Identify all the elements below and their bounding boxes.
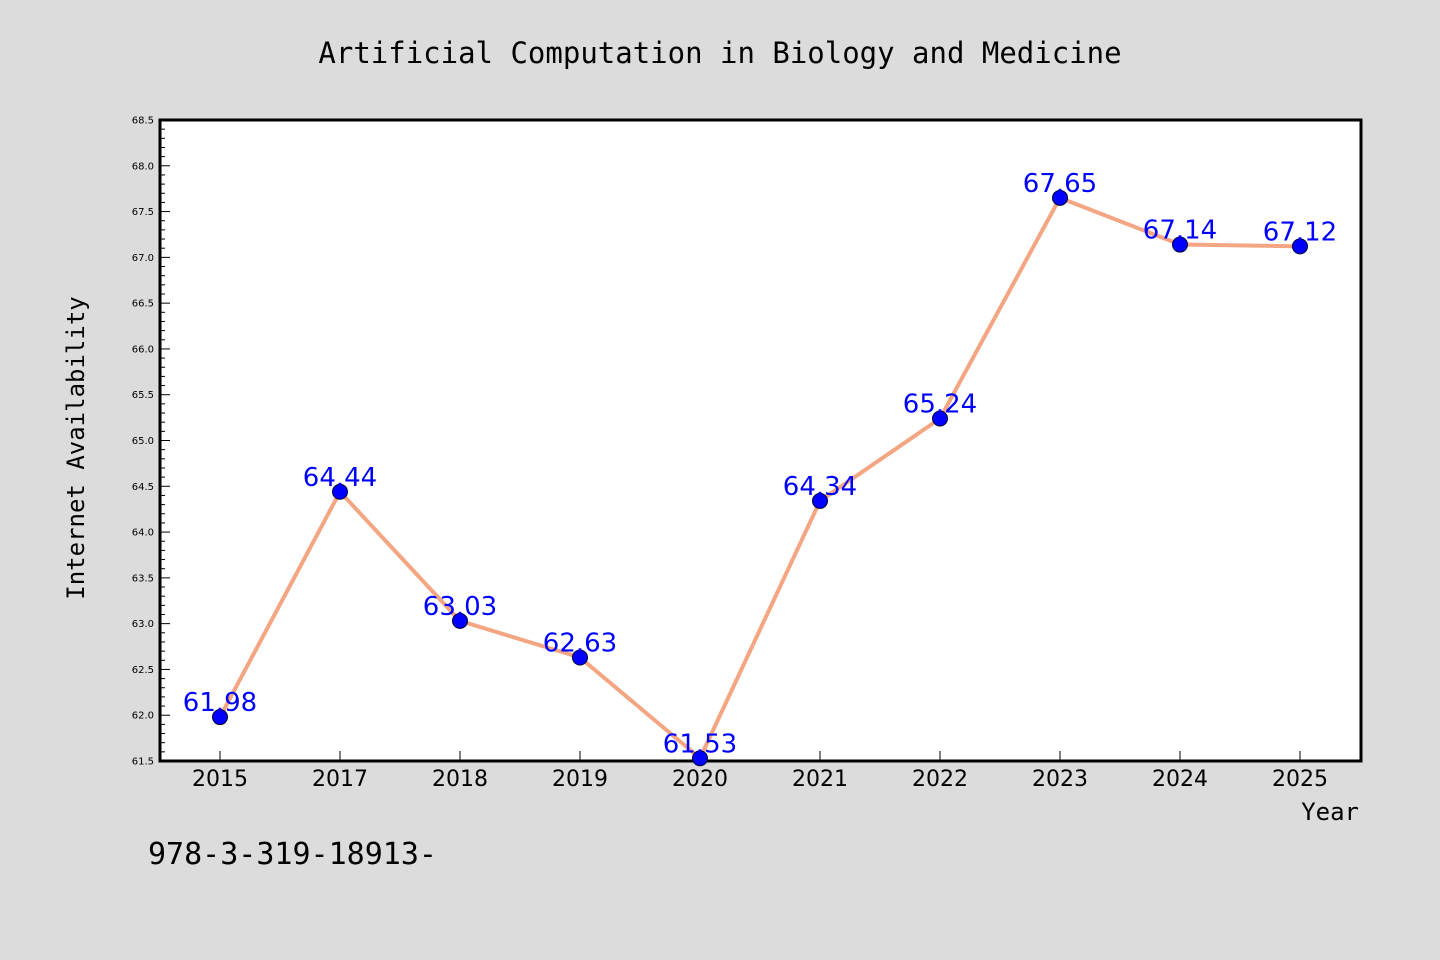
data-label: 64.44: [303, 463, 377, 493]
x-tick-label: 2025: [1272, 767, 1328, 792]
series-markers: [212, 189, 1308, 767]
data-point: [572, 649, 588, 666]
data-label: 61.98: [183, 688, 257, 718]
x-axis-title: Year: [1301, 798, 1359, 826]
x-tick-label: 2021: [792, 767, 848, 792]
data-label: 63.03: [423, 592, 497, 622]
y-tick-label: 67.0: [132, 253, 154, 264]
y-tick-label: 65.0: [132, 436, 154, 447]
x-tick-label: 2015: [192, 767, 248, 792]
y-tick-label: 66.5: [132, 299, 154, 310]
y-tick-label: 67.5: [132, 207, 154, 218]
data-point: [212, 709, 228, 726]
y-tick-label: 61.5: [132, 757, 154, 768]
data-point: [812, 492, 828, 509]
y-tick-label: 68.0: [132, 161, 154, 172]
data-label: 65.24: [903, 390, 977, 420]
footnote-isbn: 978-3-319-18913-: [148, 837, 437, 872]
x-tick-label: 2018: [432, 767, 488, 792]
x-tick-label: 2017: [312, 767, 368, 792]
data-label: 61.53: [663, 729, 737, 759]
data-label: 62.63: [543, 629, 617, 659]
data-point: [332, 483, 348, 500]
x-tick-label: 2024: [1152, 767, 1208, 792]
data-label: 67.12: [1263, 217, 1337, 247]
y-axis-title: Internet Availability: [62, 296, 90, 599]
x-tick-label: 2020: [672, 767, 728, 792]
y-tick-label: 66.0: [132, 344, 154, 355]
data-point: [1172, 236, 1188, 253]
y-tick-label: 64.5: [132, 482, 154, 493]
series-line: [218, 195, 1301, 761]
data-point: [932, 410, 948, 427]
data-labels: 61.98 64.44 63.03 62.63 61.53 64.34 65.24 67.65…: [183, 169, 1337, 759]
y-tick-label: 63.0: [132, 619, 154, 630]
data-label: 67.65: [1023, 169, 1097, 199]
x-axis: 2015 2017 2018 2019 2020 2021 2022 2023 2024 2025: [192, 751, 1328, 792]
data-label: 67.14: [1143, 216, 1217, 246]
data-point: [1052, 189, 1068, 206]
x-tick-label: 2023: [1032, 767, 1088, 792]
y-tick-label: 62.0: [132, 711, 154, 722]
x-tick-label: 2019: [552, 767, 608, 792]
y-tick-label: 63.5: [132, 573, 154, 584]
chart-title: Artificial Computation in Biology and Me…: [318, 36, 1121, 70]
y-tick-label: 65.5: [132, 390, 154, 401]
y-axis: 61.5 62.0 62.5 63.0 63.5 64.0 64.5 65.0 65.5 66.0…: [132, 116, 170, 768]
data-point: [692, 750, 708, 767]
plot-area: [158, 118, 1363, 763]
data-point: [1292, 238, 1308, 255]
data-point: [452, 612, 468, 629]
y-tick-label: 62.5: [132, 665, 154, 676]
y-tick-label: 64.0: [132, 528, 154, 539]
x-tick-label: 2022: [912, 767, 968, 792]
y-tick-label: 68.5: [132, 116, 154, 127]
data-label: 64.34: [783, 472, 857, 502]
